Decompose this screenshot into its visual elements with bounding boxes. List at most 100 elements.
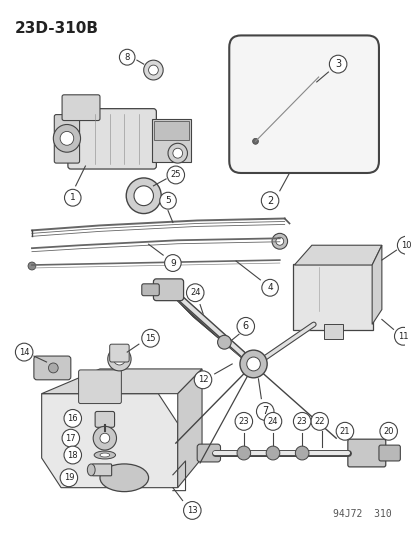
FancyBboxPatch shape bbox=[109, 344, 129, 362]
Text: 18: 18 bbox=[67, 450, 78, 459]
Circle shape bbox=[107, 347, 131, 371]
Circle shape bbox=[235, 413, 252, 430]
Text: 9: 9 bbox=[170, 259, 176, 268]
Circle shape bbox=[126, 178, 161, 214]
Text: 23: 23 bbox=[238, 417, 249, 426]
Text: 2: 2 bbox=[266, 196, 273, 206]
FancyBboxPatch shape bbox=[92, 464, 112, 476]
Circle shape bbox=[148, 65, 158, 75]
Circle shape bbox=[246, 357, 260, 371]
Text: 16: 16 bbox=[67, 414, 78, 423]
Circle shape bbox=[396, 236, 413, 254]
FancyBboxPatch shape bbox=[152, 118, 191, 162]
Ellipse shape bbox=[100, 453, 109, 457]
Circle shape bbox=[28, 262, 36, 270]
Circle shape bbox=[237, 318, 254, 335]
Text: 12: 12 bbox=[197, 375, 208, 384]
Text: 23D-310B: 23D-310B bbox=[14, 21, 98, 36]
Polygon shape bbox=[42, 394, 177, 488]
FancyBboxPatch shape bbox=[95, 411, 114, 427]
Circle shape bbox=[143, 60, 163, 80]
Polygon shape bbox=[294, 245, 381, 265]
FancyBboxPatch shape bbox=[34, 356, 71, 380]
FancyBboxPatch shape bbox=[141, 284, 159, 296]
Text: 13: 13 bbox=[187, 506, 197, 515]
FancyBboxPatch shape bbox=[54, 115, 79, 163]
Circle shape bbox=[261, 192, 278, 209]
Circle shape bbox=[168, 143, 187, 163]
Ellipse shape bbox=[87, 464, 95, 476]
FancyBboxPatch shape bbox=[154, 120, 189, 140]
Text: 3: 3 bbox=[334, 59, 340, 69]
Circle shape bbox=[263, 413, 281, 430]
Circle shape bbox=[183, 502, 201, 519]
Circle shape bbox=[164, 255, 181, 271]
FancyBboxPatch shape bbox=[197, 444, 220, 462]
Circle shape bbox=[240, 350, 266, 378]
Text: 4: 4 bbox=[267, 283, 272, 292]
Circle shape bbox=[93, 426, 116, 450]
Text: 15: 15 bbox=[145, 334, 155, 343]
Circle shape bbox=[261, 279, 278, 296]
Text: 21: 21 bbox=[339, 427, 349, 436]
Ellipse shape bbox=[94, 451, 115, 459]
Circle shape bbox=[293, 413, 310, 430]
Text: 25: 25 bbox=[170, 171, 180, 180]
Text: 22: 22 bbox=[313, 417, 324, 426]
FancyBboxPatch shape bbox=[347, 439, 385, 467]
Circle shape bbox=[113, 353, 125, 365]
FancyBboxPatch shape bbox=[153, 279, 183, 301]
Circle shape bbox=[275, 237, 283, 245]
FancyBboxPatch shape bbox=[293, 264, 372, 330]
Polygon shape bbox=[323, 325, 342, 339]
Text: 1: 1 bbox=[70, 193, 76, 202]
Circle shape bbox=[100, 433, 109, 443]
Circle shape bbox=[119, 49, 135, 65]
Circle shape bbox=[141, 329, 159, 347]
Circle shape bbox=[256, 402, 273, 421]
Text: 11: 11 bbox=[397, 332, 408, 341]
Circle shape bbox=[237, 446, 250, 460]
Text: 19: 19 bbox=[64, 473, 74, 482]
Text: 24: 24 bbox=[267, 417, 278, 426]
Polygon shape bbox=[177, 369, 202, 488]
Text: 8: 8 bbox=[124, 53, 130, 62]
FancyBboxPatch shape bbox=[68, 109, 156, 169]
Circle shape bbox=[266, 446, 279, 460]
FancyBboxPatch shape bbox=[229, 35, 378, 173]
Circle shape bbox=[252, 139, 258, 144]
Circle shape bbox=[329, 55, 346, 73]
Polygon shape bbox=[371, 245, 381, 325]
Text: 14: 14 bbox=[19, 348, 29, 357]
Text: 6: 6 bbox=[242, 321, 248, 332]
Circle shape bbox=[15, 343, 33, 361]
Text: 94J72  310: 94J72 310 bbox=[332, 510, 391, 519]
Text: 20: 20 bbox=[382, 427, 393, 436]
Circle shape bbox=[159, 192, 176, 209]
Circle shape bbox=[62, 429, 79, 447]
Circle shape bbox=[173, 148, 182, 158]
FancyBboxPatch shape bbox=[62, 95, 100, 120]
Text: 10: 10 bbox=[400, 241, 411, 250]
Circle shape bbox=[217, 335, 230, 349]
Circle shape bbox=[186, 284, 204, 302]
Circle shape bbox=[294, 446, 308, 460]
Circle shape bbox=[64, 409, 81, 427]
Circle shape bbox=[60, 469, 77, 487]
Circle shape bbox=[48, 363, 58, 373]
Ellipse shape bbox=[100, 464, 148, 491]
Circle shape bbox=[394, 327, 411, 345]
Circle shape bbox=[64, 446, 81, 464]
Circle shape bbox=[271, 233, 287, 249]
Text: 24: 24 bbox=[190, 288, 200, 297]
Circle shape bbox=[60, 132, 74, 146]
Circle shape bbox=[53, 125, 81, 152]
FancyBboxPatch shape bbox=[78, 370, 121, 403]
Circle shape bbox=[310, 413, 328, 430]
Text: 5: 5 bbox=[165, 196, 171, 205]
FancyBboxPatch shape bbox=[378, 445, 399, 461]
Text: 7: 7 bbox=[261, 407, 268, 416]
Circle shape bbox=[167, 166, 184, 184]
Circle shape bbox=[194, 371, 211, 389]
Text: 23: 23 bbox=[296, 417, 307, 426]
